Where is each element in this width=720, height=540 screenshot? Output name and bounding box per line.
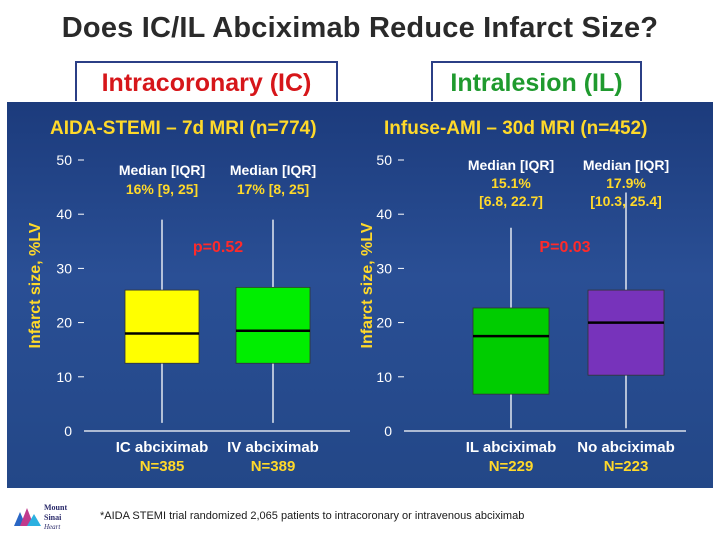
- median-iqr-heading: Median [IQR]: [119, 162, 205, 178]
- group-n-label: N=389: [251, 458, 296, 475]
- y-tick-label: 50: [56, 152, 72, 168]
- y-tick-label: 0: [384, 423, 392, 439]
- y-tick-label: 20: [56, 315, 72, 331]
- p-value-label: P=0.03: [539, 239, 590, 256]
- y-axis-label: Infarct size, %LV: [27, 222, 44, 348]
- median-iqr-heading: Median [IQR]: [230, 162, 316, 178]
- iqr-box: [472, 307, 550, 395]
- group-n-label: N=229: [489, 458, 534, 475]
- right-chart-heading: Infuse-AMI – 30d MRI (n=452): [384, 118, 648, 139]
- y-tick-label: 0: [64, 423, 72, 439]
- left-chart-heading: AIDA-STEMI – 7d MRI (n=774): [50, 118, 317, 139]
- y-tick-label: 20: [376, 315, 392, 331]
- group-label: IC abciximab: [116, 439, 209, 456]
- iqr-box: [235, 286, 311, 364]
- median-iqr-value: 17.9%: [606, 175, 646, 191]
- svg-text:Sinai: Sinai: [44, 513, 62, 522]
- tab-intracoronary[interactable]: Intracoronary (IC): [75, 61, 338, 101]
- median-iqr-heading: Median [IQR]: [583, 157, 669, 173]
- footnote: *AIDA STEMI trial randomized 2,065 patie…: [100, 510, 525, 522]
- y-tick-label: 40: [56, 206, 72, 222]
- iqr-range-value: [10.3, 25.4]: [590, 193, 662, 209]
- y-tick-label: 10: [56, 369, 72, 385]
- iqr-box: [587, 289, 665, 376]
- group-label: IL abciximab: [466, 439, 557, 456]
- tab-intralesion[interactable]: Intralesion (IL): [431, 61, 642, 101]
- svg-text:Mount: Mount: [44, 503, 67, 512]
- y-tick-label: 30: [376, 260, 392, 276]
- median-iqr-value: 16% [9, 25]: [126, 181, 198, 197]
- slide-title: Does IC/IL Abciximab Reduce Infarct Size…: [61, 12, 659, 44]
- median-iqr-value: 17% [8, 25]: [237, 181, 309, 197]
- group-label: IV abciximab: [227, 439, 319, 456]
- y-tick-label: 30: [56, 260, 72, 276]
- y-axis-label: Infarct size, %LV: [359, 222, 376, 348]
- y-tick-label: 10: [376, 369, 392, 385]
- median-iqr-heading: Median [IQR]: [468, 157, 554, 173]
- iqr-box: [124, 289, 200, 364]
- y-tick-label: 50: [376, 152, 392, 168]
- group-n-label: N=223: [604, 458, 649, 475]
- mount-sinai-logo: Mount Sinai Heart: [10, 496, 84, 532]
- y-tick-label: 40: [376, 206, 392, 222]
- group-label: No abciximab: [577, 439, 675, 456]
- group-n-label: N=385: [140, 458, 185, 475]
- svg-text:Heart: Heart: [43, 523, 61, 531]
- logo-mark-icon: [14, 508, 41, 526]
- p-value-label: p=0.52: [193, 239, 243, 256]
- iqr-range-value: [6.8, 22.7]: [479, 193, 543, 209]
- median-iqr-value: 15.1%: [491, 175, 531, 191]
